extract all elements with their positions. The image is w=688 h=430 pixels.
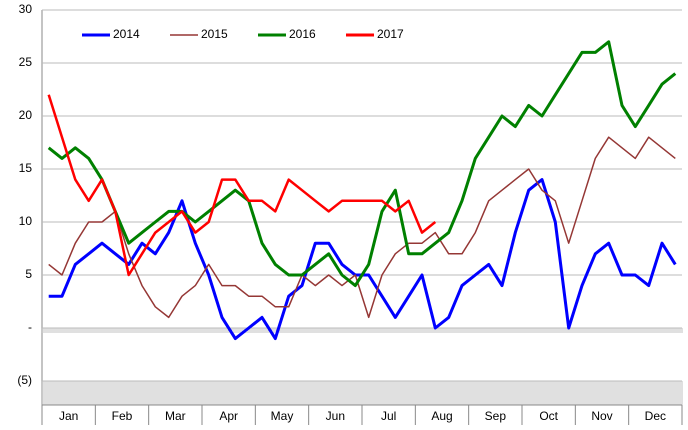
y-tick-label: 25 — [19, 55, 33, 69]
series-line — [47, 40, 677, 288]
series-line — [47, 94, 437, 277]
legend-label: 2016 — [289, 27, 316, 41]
x-axis-ticks — [41, 328, 683, 405]
y-tick-label: 15 — [19, 161, 33, 175]
x-tick-label: Feb — [112, 409, 133, 423]
legend-label: 2017 — [377, 27, 404, 41]
legend-label: 2014 — [113, 27, 140, 41]
x-tick-label: Sep — [485, 409, 507, 423]
x-tick-label: Jul — [381, 409, 396, 423]
y-tick-label: 20 — [19, 108, 33, 122]
x-tick-label: Nov — [591, 409, 612, 423]
legend-label: 2015 — [201, 27, 228, 41]
x-tick-label: May — [271, 409, 294, 423]
y-tick-label: 30 — [19, 2, 33, 16]
x-tick-label: Aug — [431, 409, 452, 423]
x-tick-label: Mar — [165, 409, 186, 423]
y-tick-label: 10 — [19, 214, 33, 228]
y-tick-label: 5 — [25, 267, 32, 281]
x-tick-label: Apr — [219, 409, 238, 423]
y-tick-label: - — [28, 320, 32, 334]
x-tick-label: Jan — [59, 409, 78, 423]
x-tick-label: Oct — [539, 409, 558, 423]
series-line — [48, 136, 676, 319]
x-tick-label: Dec — [645, 409, 666, 423]
y-tick-label: (5) — [17, 373, 32, 387]
x-tick-label: Jun — [326, 409, 345, 423]
